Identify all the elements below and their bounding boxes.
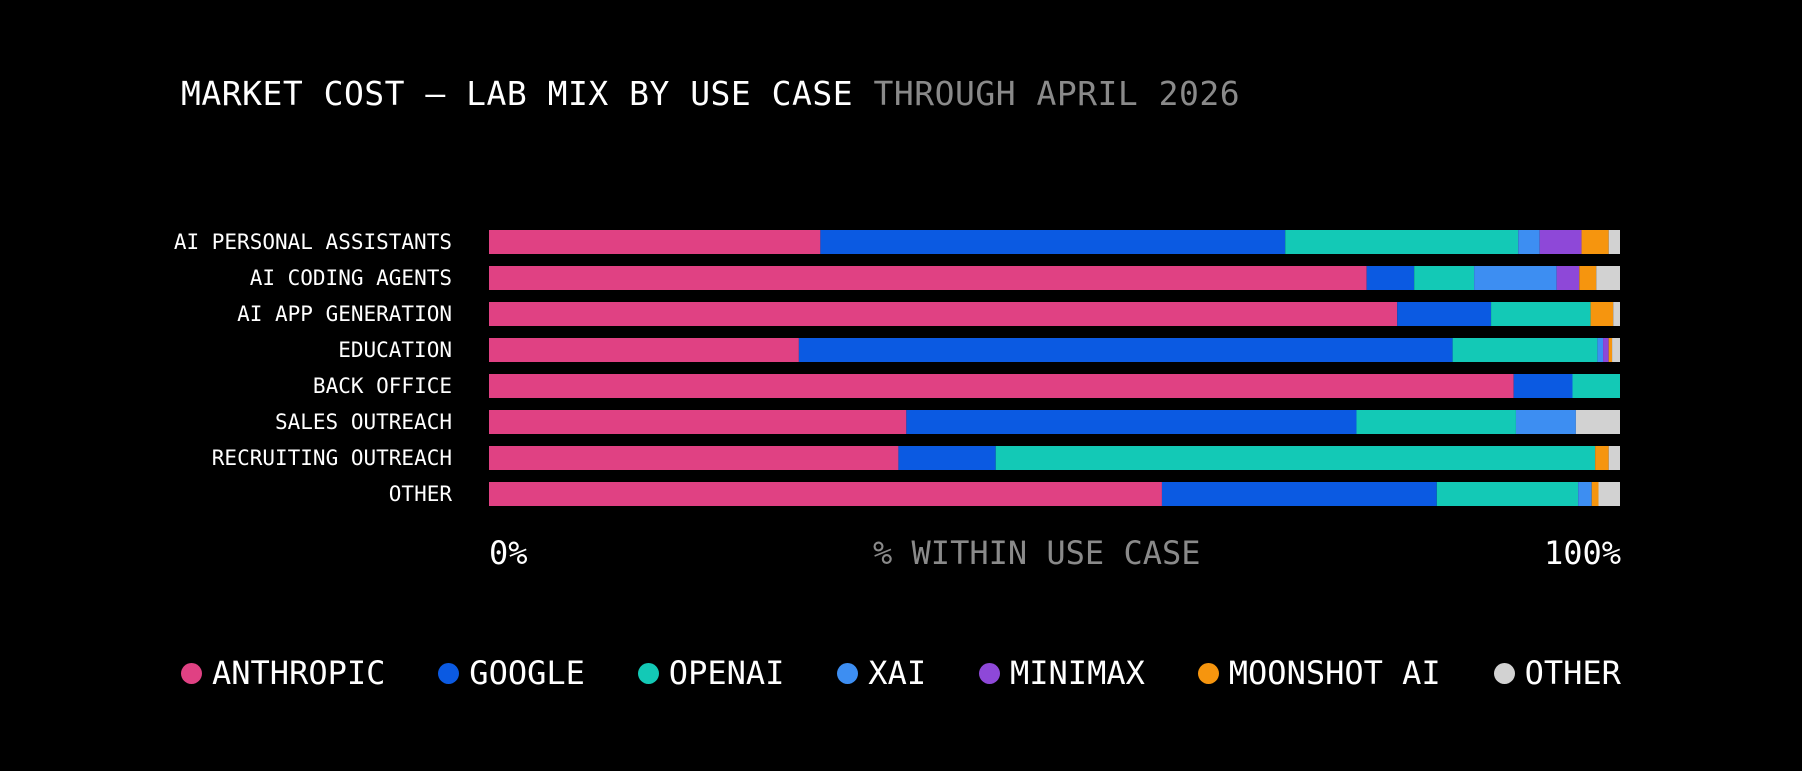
category-label: EDUCATION	[338, 338, 452, 362]
bar-segment	[489, 230, 821, 254]
bar-segment	[1397, 302, 1492, 326]
legend-dot-icon	[438, 662, 460, 684]
legend-item: XAI	[837, 654, 926, 692]
bar-segment	[898, 446, 996, 470]
bar-segment	[489, 338, 799, 362]
bar-segment	[1513, 374, 1573, 398]
x-axis-min-label: 0%	[489, 534, 528, 572]
bar-segment	[1161, 482, 1437, 506]
legend-item: ANTHROPIC	[181, 654, 385, 692]
legend-dot-icon	[837, 662, 859, 684]
bar-segment	[1613, 302, 1620, 326]
bar-segment	[1366, 266, 1415, 290]
legend-item: MOONSHOT AI	[1197, 654, 1441, 692]
bar-segment	[1595, 446, 1609, 470]
bar-segment	[1539, 230, 1582, 254]
chart-title-sub: THROUGH APRIL 2026	[873, 74, 1241, 113]
legend-dot-icon	[979, 662, 1000, 684]
bar-segment	[1579, 266, 1597, 290]
bar-segment	[1474, 266, 1557, 290]
chart-title-main: MARKET COST – LAB MIX BY USE CASE	[181, 74, 854, 113]
bar-segment	[820, 230, 1286, 254]
x-axis-max-label: 100%	[1543, 534, 1621, 572]
bar-segment	[1608, 230, 1620, 254]
bar-segment	[1452, 338, 1598, 362]
bar-segment	[1414, 266, 1475, 290]
bar-segment	[1596, 266, 1620, 290]
bar-segment	[1591, 482, 1599, 506]
x-axis-title: % WITHIN USE CASE	[873, 534, 1201, 572]
category-label: AI PERSONAL ASSISTANTS	[174, 230, 452, 254]
bar-segment	[489, 374, 1514, 398]
bar-segment	[1518, 230, 1540, 254]
bar-segment	[1436, 482, 1579, 506]
bar-segment	[798, 338, 1453, 362]
legend-label: XAI	[868, 654, 927, 692]
legend-dot-icon	[181, 662, 202, 684]
bar-segment	[1356, 410, 1516, 434]
category-label: AI CODING AGENTS	[250, 266, 452, 290]
bar-segment	[489, 302, 1398, 326]
legend-dot-icon	[1493, 662, 1515, 684]
legend-label: OPENAI	[668, 654, 785, 692]
legend-label: ANTHROPIC	[212, 654, 386, 692]
bar-segment	[906, 410, 1357, 434]
bar-segment	[1285, 230, 1519, 254]
bar-segment	[1603, 338, 1609, 362]
legend-dot-icon	[1197, 662, 1219, 684]
bar-segment	[1578, 482, 1592, 506]
legend-label: OTHER	[1524, 654, 1621, 692]
legend-label: MINIMAX	[1010, 654, 1145, 692]
bar-segment	[1612, 338, 1620, 362]
legend-label: GOOGLE	[469, 654, 585, 692]
legend-dot-icon	[637, 662, 659, 684]
chart-legend: ANTHROPIC GOOGLE OPENAI XAI MINIMAX MOONSHOT …	[181, 654, 1621, 692]
bar-segment	[1598, 482, 1620, 506]
legend-label: MOONSHOT AI	[1228, 654, 1441, 692]
legend-item: GOOGLE	[438, 654, 585, 692]
bar-segment	[1556, 266, 1580, 290]
bar-segment	[489, 482, 1162, 506]
category-label: BACK OFFICE	[313, 374, 452, 398]
bar-segment	[489, 410, 907, 434]
legend-item: MINIMAX	[979, 654, 1145, 692]
category-label: RECRUITING OUTREACH	[212, 446, 452, 470]
bar-segment	[1515, 410, 1576, 434]
category-label: AI APP GENERATION	[237, 302, 452, 326]
bar-segment	[489, 266, 1367, 290]
category-label: SALES OUTREACH	[275, 410, 452, 434]
bar-segment	[995, 446, 1596, 470]
bar-segment	[1575, 410, 1620, 434]
legend-item: OTHER	[1493, 654, 1621, 692]
bar-segment	[1608, 338, 1613, 362]
bar-segment	[1572, 374, 1620, 398]
bar-segment	[489, 446, 899, 470]
bar-segment	[1608, 446, 1620, 470]
bar-segment	[1590, 302, 1614, 326]
category-label: OTHER	[389, 482, 453, 506]
bar-segment	[1597, 338, 1604, 362]
chart-title: MARKET COST – LAB MIX BY USE CASE THROUG…	[181, 74, 1240, 113]
bar-segment	[1581, 230, 1609, 254]
legend-item: OPENAI	[637, 654, 785, 692]
bar-segment	[1491, 302, 1591, 326]
